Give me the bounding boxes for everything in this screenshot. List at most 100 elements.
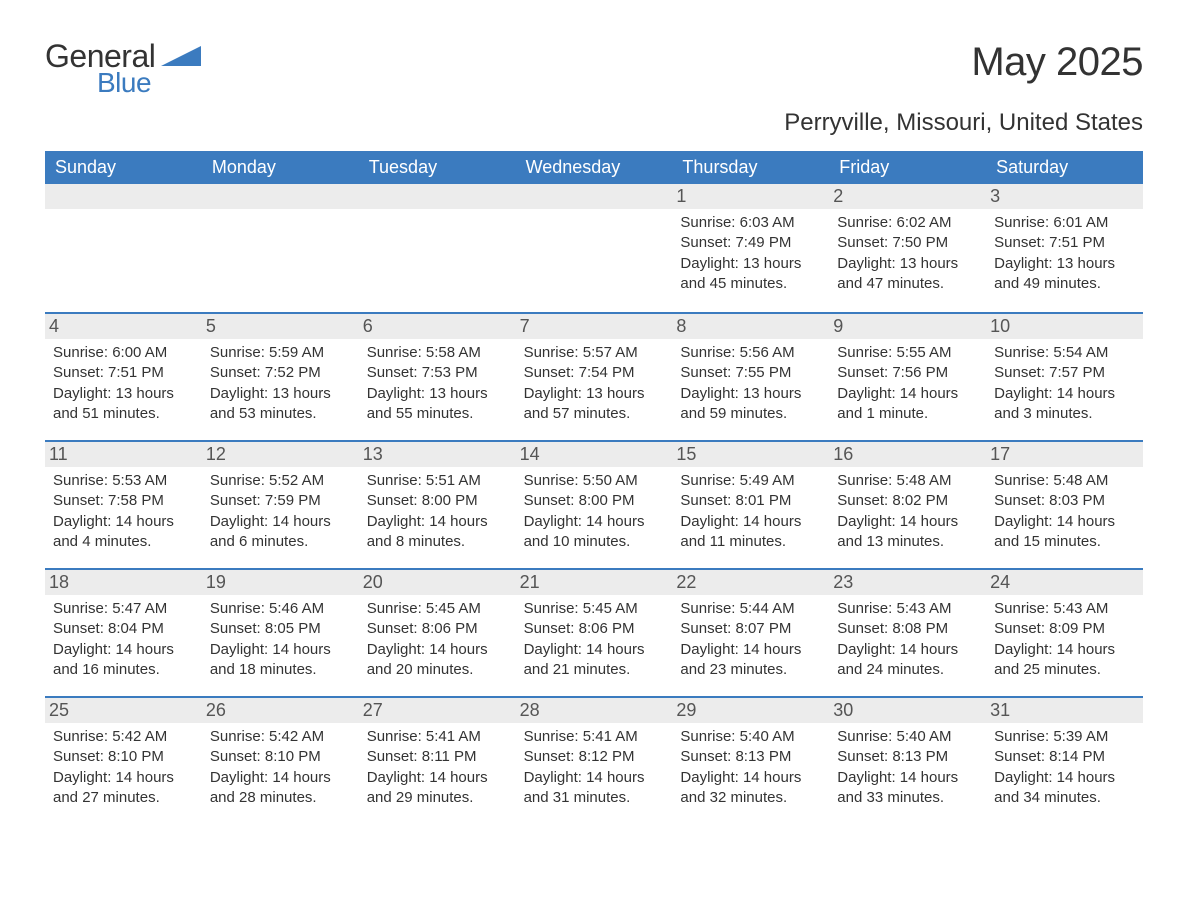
location: Perryville, Missouri, United States <box>45 109 1143 137</box>
day-cell <box>359 184 516 312</box>
day-cell: 30Sunrise: 5:40 AMSunset: 8:13 PMDayligh… <box>829 698 986 824</box>
daylight-line: Daylight: 14 hours and 24 minutes. <box>837 640 978 681</box>
sunset-line: Sunset: 7:49 PM <box>680 233 821 253</box>
sunrise-line: Sunrise: 5:52 AM <box>210 471 351 491</box>
day-cell: 10Sunrise: 5:54 AMSunset: 7:57 PMDayligh… <box>986 314 1143 440</box>
sunrise-line: Sunrise: 5:47 AM <box>53 599 194 619</box>
sunset-line: Sunset: 8:07 PM <box>680 619 821 639</box>
day-number: 19 <box>202 570 359 595</box>
daylight-line: Daylight: 13 hours and 45 minutes. <box>680 254 821 295</box>
daylight-line: Daylight: 14 hours and 18 minutes. <box>210 640 351 681</box>
day-cell: 25Sunrise: 5:42 AMSunset: 8:10 PMDayligh… <box>45 698 202 824</box>
sunset-line: Sunset: 7:53 PM <box>367 363 508 383</box>
sunrise-line: Sunrise: 6:00 AM <box>53 343 194 363</box>
day-cell: 22Sunrise: 5:44 AMSunset: 8:07 PMDayligh… <box>672 570 829 696</box>
day-number: 16 <box>829 442 986 467</box>
day-number: 22 <box>672 570 829 595</box>
day-cell: 6Sunrise: 5:58 AMSunset: 7:53 PMDaylight… <box>359 314 516 440</box>
daylight-line: Daylight: 13 hours and 55 minutes. <box>367 384 508 425</box>
sunset-line: Sunset: 8:05 PM <box>210 619 351 639</box>
sunrise-line: Sunrise: 5:41 AM <box>367 727 508 747</box>
day-number: 11 <box>45 442 202 467</box>
day-cell: 27Sunrise: 5:41 AMSunset: 8:11 PMDayligh… <box>359 698 516 824</box>
day-number <box>202 184 359 209</box>
week-row: 18Sunrise: 5:47 AMSunset: 8:04 PMDayligh… <box>45 568 1143 696</box>
sunset-line: Sunset: 8:00 PM <box>367 491 508 511</box>
sunset-line: Sunset: 7:56 PM <box>837 363 978 383</box>
day-number: 12 <box>202 442 359 467</box>
sunset-line: Sunset: 8:03 PM <box>994 491 1135 511</box>
daylight-line: Daylight: 13 hours and 53 minutes. <box>210 384 351 425</box>
day-number: 3 <box>986 184 1143 209</box>
day-number: 20 <box>359 570 516 595</box>
title-block: May 2025 <box>971 40 1143 85</box>
sunset-line: Sunset: 7:51 PM <box>53 363 194 383</box>
sunrise-line: Sunrise: 5:40 AM <box>680 727 821 747</box>
sunrise-line: Sunrise: 5:49 AM <box>680 471 821 491</box>
sunset-line: Sunset: 7:59 PM <box>210 491 351 511</box>
daylight-line: Daylight: 14 hours and 16 minutes. <box>53 640 194 681</box>
day-number: 26 <box>202 698 359 723</box>
sunrise-line: Sunrise: 5:48 AM <box>837 471 978 491</box>
logo-triangle-icon <box>161 44 201 73</box>
daylight-line: Daylight: 14 hours and 21 minutes. <box>524 640 665 681</box>
sunrise-line: Sunrise: 6:02 AM <box>837 213 978 233</box>
sunrise-line: Sunrise: 5:58 AM <box>367 343 508 363</box>
week-row: 1Sunrise: 6:03 AMSunset: 7:49 PMDaylight… <box>45 184 1143 312</box>
sunset-line: Sunset: 7:58 PM <box>53 491 194 511</box>
day-number: 28 <box>516 698 673 723</box>
day-number: 29 <box>672 698 829 723</box>
day-number <box>516 184 673 209</box>
day-number: 15 <box>672 442 829 467</box>
daylight-line: Daylight: 13 hours and 57 minutes. <box>524 384 665 425</box>
day-number: 17 <box>986 442 1143 467</box>
day-number: 10 <box>986 314 1143 339</box>
day-cell: 28Sunrise: 5:41 AMSunset: 8:12 PMDayligh… <box>516 698 673 824</box>
week-row: 4Sunrise: 6:00 AMSunset: 7:51 PMDaylight… <box>45 312 1143 440</box>
day-cell: 12 Sunrise: 5:52 AMSunset: 7:59 PMDayligh… <box>202 442 359 568</box>
sunset-line: Sunset: 8:09 PM <box>994 619 1135 639</box>
daylight-line: Daylight: 14 hours and 27 minutes. <box>53 768 194 809</box>
sunset-line: Sunset: 8:08 PM <box>837 619 978 639</box>
sunrise-line: Sunrise: 5:43 AM <box>994 599 1135 619</box>
day-number <box>359 184 516 209</box>
day-cell: 3 Sunrise: 6:01 AMSunset: 7:51 PMDaylight… <box>986 184 1143 312</box>
sunset-line: Sunset: 8:06 PM <box>367 619 508 639</box>
sunset-line: Sunset: 8:14 PM <box>994 747 1135 767</box>
day-number: 14 <box>516 442 673 467</box>
daylight-line: Daylight: 13 hours and 47 minutes. <box>837 254 978 295</box>
day-number: 31 <box>986 698 1143 723</box>
daylight-line: Daylight: 14 hours and 23 minutes. <box>680 640 821 681</box>
sunrise-line: Sunrise: 5:57 AM <box>524 343 665 363</box>
day-number: 25 <box>45 698 202 723</box>
sunrise-line: Sunrise: 5:39 AM <box>994 727 1135 747</box>
sunset-line: Sunset: 7:51 PM <box>994 233 1135 253</box>
day-cell: 31Sunrise: 5:39 AMSunset: 8:14 PMDayligh… <box>986 698 1143 824</box>
daylight-line: Daylight: 13 hours and 49 minutes. <box>994 254 1135 295</box>
daylight-line: Daylight: 14 hours and 6 minutes. <box>210 512 351 553</box>
sunset-line: Sunset: 8:01 PM <box>680 491 821 511</box>
month-title: May 2025 <box>971 40 1143 85</box>
dow-monday: Monday <box>202 151 359 184</box>
day-cell: 11Sunrise: 5:53 AMSunset: 7:58 PMDayligh… <box>45 442 202 568</box>
daylight-line: Daylight: 14 hours and 33 minutes. <box>837 768 978 809</box>
sunrise-line: Sunrise: 6:01 AM <box>994 213 1135 233</box>
sunrise-line: Sunrise: 5:46 AM <box>210 599 351 619</box>
sunset-line: Sunset: 7:52 PM <box>210 363 351 383</box>
day-number: 21 <box>516 570 673 595</box>
daylight-line: Daylight: 14 hours and 10 minutes. <box>524 512 665 553</box>
day-cell: 17Sunrise: 5:48 AMSunset: 8:03 PMDayligh… <box>986 442 1143 568</box>
day-number: 18 <box>45 570 202 595</box>
day-number: 13 <box>359 442 516 467</box>
daylight-line: Daylight: 14 hours and 15 minutes. <box>994 512 1135 553</box>
daylight-line: Daylight: 14 hours and 11 minutes. <box>680 512 821 553</box>
weeks-container: 1Sunrise: 6:03 AMSunset: 7:49 PMDaylight… <box>45 184 1143 824</box>
daylight-line: Daylight: 14 hours and 28 minutes. <box>210 768 351 809</box>
day-cell: 16Sunrise: 5:48 AMSunset: 8:02 PMDayligh… <box>829 442 986 568</box>
day-number: 27 <box>359 698 516 723</box>
sunset-line: Sunset: 8:13 PM <box>680 747 821 767</box>
sunrise-line: Sunrise: 5:42 AM <box>53 727 194 747</box>
sunrise-line: Sunrise: 5:59 AM <box>210 343 351 363</box>
daylight-line: Daylight: 14 hours and 32 minutes. <box>680 768 821 809</box>
dow-friday: Friday <box>829 151 986 184</box>
